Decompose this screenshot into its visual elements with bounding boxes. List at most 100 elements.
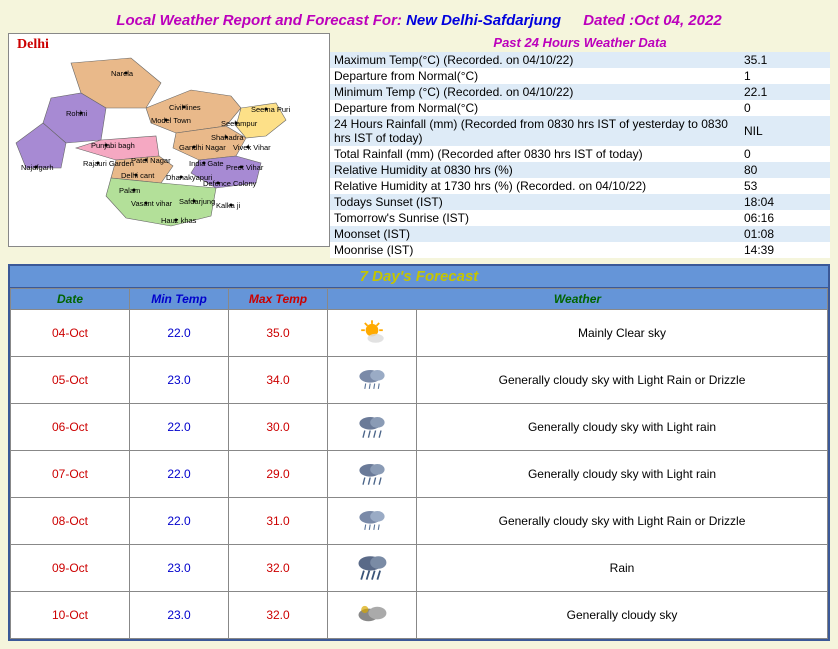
forecast-min: 22.0: [130, 451, 229, 498]
forecast-date: 07-Oct: [11, 451, 130, 498]
forecast-desc: Generally cloudy sky with Light rain: [417, 404, 828, 451]
past-data-caption: Past 24 Hours Weather Data: [330, 33, 830, 52]
past-data-row: Moonrise (IST)14:39: [330, 242, 830, 258]
forecast-min: 23.0: [130, 357, 229, 404]
past-data-value: 0: [740, 100, 830, 116]
forecast-max: 34.0: [229, 357, 328, 404]
past-data-value: 0: [740, 146, 830, 162]
svg-text:Vasant vihar: Vasant vihar: [131, 199, 173, 208]
svg-text:Seema Puri: Seema Puri: [251, 105, 291, 114]
past-data-label: Todays Sunset (IST): [330, 194, 740, 210]
svg-text:Rajauri Garden: Rajauri Garden: [83, 159, 134, 168]
past-data-label: 24 Hours Rainfall (mm) (Recorded from 08…: [330, 116, 740, 146]
past-data-value: 01:08: [740, 226, 830, 242]
svg-text:Narela: Narela: [111, 69, 134, 78]
past-data-row: Relative Humidity at 1730 hrs (%) (Recor…: [330, 178, 830, 194]
past-data-label: Relative Humidity at 1730 hrs (%) (Recor…: [330, 178, 740, 194]
forecast-row: 10-Oct23.032.0 Generally cloudy sky: [11, 592, 828, 639]
past-data-value: NIL: [740, 116, 830, 146]
past-data-label: Tomorrow's Sunrise (IST): [330, 210, 740, 226]
forecast-date: 10-Oct: [11, 592, 130, 639]
past-data-label: Total Rainfall (mm) (Recorded after 0830…: [330, 146, 740, 162]
forecast-date: 08-Oct: [11, 498, 130, 545]
past-data-row: Departure from Normal(°C)1: [330, 68, 830, 84]
forecast-box: 7 Day's Forecast Date Min Temp Max Temp …: [8, 264, 830, 641]
past-data-label: Minimum Temp (°C) (Recorded. on 04/10/22…: [330, 84, 740, 100]
svg-text:Najafgarh: Najafgarh: [21, 163, 54, 172]
past-data-value: 22.1: [740, 84, 830, 100]
top-section: Delhi NarelaRohiniCivil linesModel TownS…: [8, 33, 830, 258]
past-data-value: 1: [740, 68, 830, 84]
forecast-row: 06-Oct22.030.0 Generally cloudy sky with …: [11, 404, 828, 451]
past-data-value: 14:39: [740, 242, 830, 258]
forecast-row: 07-Oct22.029.0Generally cloudy sky with …: [11, 451, 828, 498]
weather-icon: [328, 498, 417, 545]
title-prefix: Local Weather Report and Forecast For:: [116, 12, 402, 29]
forecast-desc: Generally cloudy sky: [417, 592, 828, 639]
svg-text:Preet Vihar: Preet Vihar: [226, 163, 264, 172]
forecast-date: 04-Oct: [11, 310, 130, 357]
past-data-row: Relative Humidity at 0830 hrs (%)80: [330, 162, 830, 178]
forecast-desc: Generally cloudy sky with Light rain: [417, 451, 828, 498]
forecast-desc: Generally cloudy sky with Light Rain or …: [417, 498, 828, 545]
forecast-desc: Mainly Clear sky: [417, 310, 828, 357]
past-data-value: 06:16: [740, 210, 830, 226]
past-data-row: Todays Sunset (IST)18:04: [330, 194, 830, 210]
past-data-row: Moonset (IST)01:08: [330, 226, 830, 242]
svg-text:Punjabi bagh: Punjabi bagh: [91, 141, 135, 150]
forecast-min: 23.0: [130, 545, 229, 592]
delhi-map-box: Delhi NarelaRohiniCivil linesModel TownS…: [8, 33, 330, 247]
header-date: Date: [11, 289, 130, 310]
svg-text:Safdarjung: Safdarjung: [179, 197, 215, 206]
weather-icon: [328, 451, 417, 498]
weather-icon: [328, 310, 417, 357]
forecast-date: 06-Oct: [11, 404, 130, 451]
title-dated: Dated :Oct 04, 2022: [583, 12, 721, 29]
svg-text:Model Town: Model Town: [151, 116, 191, 125]
forecast-min: 22.0: [130, 404, 229, 451]
past-data-value: 80: [740, 162, 830, 178]
svg-text:Seelampur: Seelampur: [221, 119, 258, 128]
forecast-row: 09-Oct23.032.0 Rain: [11, 545, 828, 592]
past-data-row: Minimum Temp (°C) (Recorded. on 04/10/22…: [330, 84, 830, 100]
past-data-value: 35.1: [740, 52, 830, 68]
past-data-label: Relative Humidity at 0830 hrs (%): [330, 162, 740, 178]
past-data-label: Departure from Normal(°C): [330, 68, 740, 84]
past-data-row: Maximum Temp(°C) (Recorded. on 04/10/22)…: [330, 52, 830, 68]
past-data-table: Past 24 Hours Weather Data Maximum Temp(…: [330, 33, 830, 258]
forecast-table: Date Min Temp Max Temp Weather 04-Oct22.…: [10, 288, 828, 639]
svg-text:Palam: Palam: [119, 186, 140, 195]
delhi-map: Narela Rohini Civil lines Model Town Seema P…: [11, 48, 327, 244]
svg-text:India Gate: India Gate: [189, 159, 224, 168]
forecast-max: 35.0: [229, 310, 328, 357]
weather-icon: [328, 404, 417, 451]
forecast-row: 05-Oct23.034.0 Generally cloudy sky with …: [11, 357, 828, 404]
weather-icon: [328, 592, 417, 639]
weather-icon: [328, 357, 417, 404]
past-data-row: Tomorrow's Sunrise (IST)06:16: [330, 210, 830, 226]
svg-text:Civil lines: Civil lines: [169, 103, 201, 112]
forecast-max: 32.0: [229, 592, 328, 639]
weather-icon: [328, 545, 417, 592]
svg-text:Kalka ji: Kalka ji: [216, 201, 241, 210]
title-location: New Delhi-Safdarjung: [406, 12, 561, 29]
header-max: Max Temp: [229, 289, 328, 310]
forecast-date: 05-Oct: [11, 357, 130, 404]
forecast-desc: Rain: [417, 545, 828, 592]
forecast-min: 23.0: [130, 592, 229, 639]
forecast-row: 04-Oct22.035.0Mainly Clear sky: [11, 310, 828, 357]
svg-text:Hauz khas: Hauz khas: [161, 216, 197, 225]
forecast-desc: Generally cloudy sky with Light Rain or …: [417, 357, 828, 404]
forecast-max: 30.0: [229, 404, 328, 451]
past-data-value: 18:04: [740, 194, 830, 210]
past-data-row: 24 Hours Rainfall (mm) (Recorded from 08…: [330, 116, 830, 146]
forecast-max: 32.0: [229, 545, 328, 592]
forecast-date: 09-Oct: [11, 545, 130, 592]
forecast-row: 08-Oct22.031.0Generally cloudy sky with …: [11, 498, 828, 545]
header-min: Min Temp: [130, 289, 229, 310]
past-data-value: 53: [740, 178, 830, 194]
past-data-label: Moonset (IST): [330, 226, 740, 242]
svg-text:Delhi cant: Delhi cant: [121, 171, 155, 180]
svg-text:Shahadra: Shahadra: [211, 133, 244, 142]
svg-text:Rohini: Rohini: [66, 109, 88, 118]
